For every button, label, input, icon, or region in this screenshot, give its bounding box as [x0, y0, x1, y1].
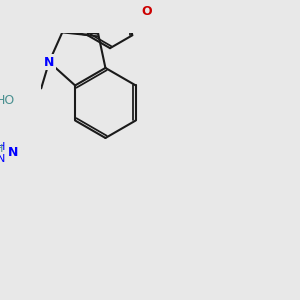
Text: N: N: [8, 146, 18, 159]
Text: N: N: [44, 56, 54, 68]
Text: H
N: H N: [0, 142, 5, 164]
Text: H: H: [0, 144, 4, 154]
Text: O: O: [141, 5, 152, 18]
Text: HO: HO: [0, 94, 15, 107]
